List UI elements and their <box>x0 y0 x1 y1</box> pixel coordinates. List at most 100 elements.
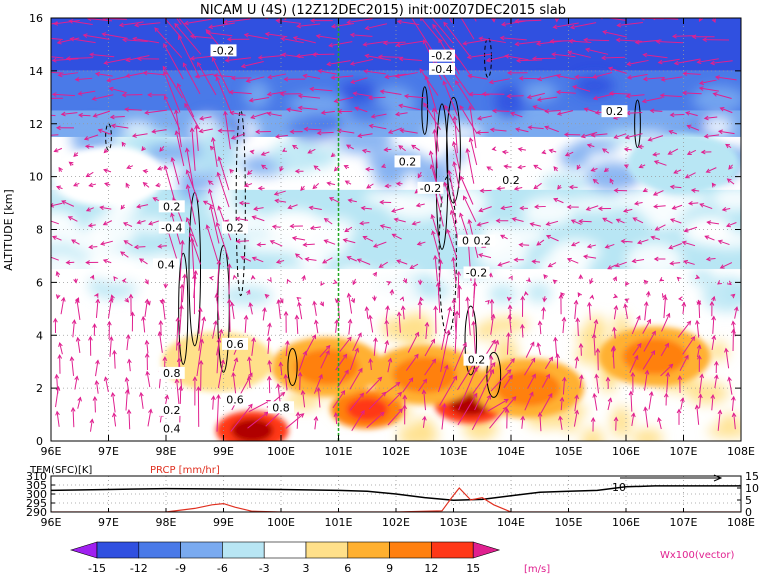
colorbar-segment <box>71 542 97 558</box>
x-tick-label: 102E <box>382 445 410 458</box>
y-tick-label: 8 <box>36 224 43 237</box>
sub-x-tick-label: 107E <box>670 516 698 529</box>
sub-x-tick-label: 96E <box>41 516 62 529</box>
contour-label: 0.6 <box>222 393 248 406</box>
main-y-axis-label: ALTITUDE [km] <box>2 189 15 270</box>
contour-label: 0.2 <box>395 155 421 168</box>
contour-label-text: -0.2 <box>431 50 452 63</box>
contour-label: -0.2 <box>429 50 455 63</box>
colorbar-segment <box>306 542 348 558</box>
contour-label-text: 0.2 <box>163 404 181 417</box>
y-tick-label: 0 <box>36 435 43 448</box>
colorbar-segment <box>348 542 390 558</box>
x-tick-label: 99E <box>213 445 234 458</box>
colorbar-tick-label: 12 <box>424 562 438 575</box>
colorbar-segment <box>431 542 473 558</box>
contour-label-text: -0.2 <box>213 44 234 57</box>
colorbar-tick-label: -6 <box>217 562 228 575</box>
contour-label: -0.2 <box>211 44 237 57</box>
contour-label-text: 0.8 <box>163 367 181 380</box>
contour-label-text: 0.8 <box>272 401 290 414</box>
contour-label: 0.6 <box>222 338 248 351</box>
contour-label: 0.2 <box>498 174 524 187</box>
sub-x-tick-label: 104E <box>497 516 525 529</box>
colorbar-segment <box>139 542 181 558</box>
y-tick-label: 16 <box>29 12 43 25</box>
y-tick-label: 12 <box>29 118 43 131</box>
contour-label-text: -0.2 <box>420 182 441 195</box>
contour-label: 0.8 <box>159 367 185 380</box>
colorbar-segment <box>390 542 432 558</box>
contour-label-text: 0.4 <box>163 422 181 435</box>
x-tick-label: 106E <box>612 445 640 458</box>
surface-panel: TEM(SFC)[K] PRCP [mm/hr] 310305300295290… <box>26 465 759 529</box>
x-tick-label: 100E <box>267 445 295 458</box>
contour-label-text: 0.6 <box>226 338 244 351</box>
sub-x-tick-label: 103E <box>440 516 468 529</box>
colorbar-tick-label: -12 <box>130 562 148 575</box>
contour-label: 0.8 <box>268 401 294 414</box>
contour-label: 0.2 <box>464 354 490 367</box>
colorbar-segment <box>222 542 264 558</box>
sub-x-tick-label: 99E <box>213 516 234 529</box>
contour-label-text: -0.4 <box>161 222 182 235</box>
sub-x-tick-label: 101E <box>325 516 353 529</box>
sub-x-tick-label: 105E <box>555 516 583 529</box>
contour-label: 0.2 <box>159 404 185 417</box>
contour-label-text: -0.2 <box>466 266 487 279</box>
y-tick-label: 6 <box>36 276 43 289</box>
contour-label-text: 0.2 <box>474 235 492 248</box>
contour-label-text: -0.4 <box>431 63 452 76</box>
y-tick-label: 10 <box>29 171 43 184</box>
colorbar-tick-label: 15 <box>466 562 480 575</box>
contour-label: -0.4 <box>429 63 455 76</box>
colorbar-segment <box>97 542 139 558</box>
x-tick-label: 98E <box>156 445 177 458</box>
colorbar-tick-label: 6 <box>344 562 351 575</box>
sub-x-tick-label: 108E <box>727 516 755 529</box>
colorbar-segment <box>473 542 499 558</box>
contour-label: -0.2 <box>418 182 444 195</box>
contour-label: -0.4 <box>159 222 185 235</box>
contour-label: 0.4 <box>153 259 179 272</box>
sub-x-tick-label: 102E <box>382 516 410 529</box>
vector-scale-label: Wx100(vector) <box>660 550 735 561</box>
x-tick-label: 97E <box>98 445 119 458</box>
contour-label: 0.2 <box>222 222 248 235</box>
colorbar-tick-label: -3 <box>259 562 270 575</box>
x-tick-label: 104E <box>497 445 525 458</box>
sub-x-tick-label: 98E <box>156 516 177 529</box>
contour-label: 0.2 <box>602 105 628 118</box>
contour-label: 0.4 <box>159 422 185 435</box>
contour-label-text: 0.2 <box>163 200 181 213</box>
x-tick-label: 103E <box>440 445 468 458</box>
contour-label-text: 0.4 <box>157 259 175 272</box>
sub-right-label: PRCP [mm/hr] <box>150 465 220 476</box>
x-tick-label: 108E <box>727 445 755 458</box>
contour-label: 0.2 <box>469 235 495 248</box>
sub-x-tick-label: 97E <box>98 516 119 529</box>
colorbar-segment <box>181 542 223 558</box>
contour-label-text: 0.2 <box>502 174 520 187</box>
wind-vector <box>192 0 196 17</box>
colorbar-tick-label: 3 <box>303 562 310 575</box>
x-tick-label: 107E <box>670 445 698 458</box>
contour-label: 0.2 <box>159 200 185 213</box>
colorbar-tick-label: -15 <box>88 562 106 575</box>
colorbar-tick-label: -9 <box>175 562 186 575</box>
y-tick-label: 2 <box>36 382 43 395</box>
y-tick-label: 4 <box>36 329 43 342</box>
colorbar-unit: [m/s] <box>524 564 550 575</box>
sub-x-tick-label: 106E <box>612 516 640 529</box>
main-panel: -0.2 0.2 -0.4 0.2 0.4 0.6 0.8 0.2 0.4 0.6 0.8 0.2 0.… <box>2 0 759 458</box>
contour-label-text: 0.2 <box>468 354 486 367</box>
x-tick-label: 101E <box>325 445 353 458</box>
chart-title: NICAM U (4S) (12Z12DEC2015) init:00Z07DE… <box>200 3 566 18</box>
x-tick-label: 96E <box>41 445 62 458</box>
colorbar-segment <box>264 542 306 558</box>
sub-x-tick-label: 100E <box>267 516 295 529</box>
contour-label: -0.2 <box>464 266 490 279</box>
